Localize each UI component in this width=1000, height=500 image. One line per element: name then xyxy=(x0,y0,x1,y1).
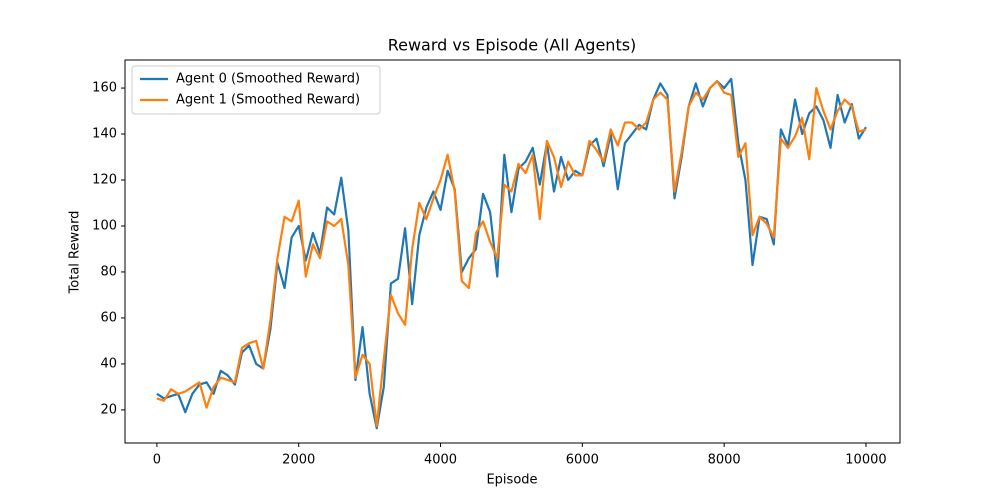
y-tick-label: 140 xyxy=(92,127,117,142)
series-line xyxy=(156,77,867,430)
y-axis-label: Total Reward xyxy=(68,211,83,295)
x-axis-label: Episode xyxy=(486,473,537,488)
y-tick-label: 80 xyxy=(100,264,117,279)
chart-title: Reward vs Episode (All Agents) xyxy=(388,36,637,55)
legend-label: Agent 0 (Smoothed Reward) xyxy=(176,72,360,87)
y-tick-label: 20 xyxy=(100,402,117,417)
plot-frame xyxy=(124,59,901,444)
legend: Agent 0 (Smoothed Reward) Agent 1 (Smooth… xyxy=(131,65,381,115)
x-tick-label: 10000 xyxy=(845,453,886,468)
x-tick-label: 2000 xyxy=(282,453,315,468)
y-tick-label: 40 xyxy=(100,356,117,371)
series-line xyxy=(156,80,867,428)
y-tick-label: 60 xyxy=(100,310,117,325)
x-tick-label: 0 xyxy=(153,453,161,468)
y-tick-label: 160 xyxy=(92,81,117,96)
y-tick-label: 120 xyxy=(92,173,117,188)
x-tick-label: 4000 xyxy=(424,453,457,468)
legend-box xyxy=(131,65,381,115)
x-tick-label: 6000 xyxy=(566,453,599,468)
y-tick-label: 100 xyxy=(92,218,117,233)
x-tick-label: 8000 xyxy=(708,453,741,468)
legend-label: Agent 1 (Smoothed Reward) xyxy=(176,93,360,108)
